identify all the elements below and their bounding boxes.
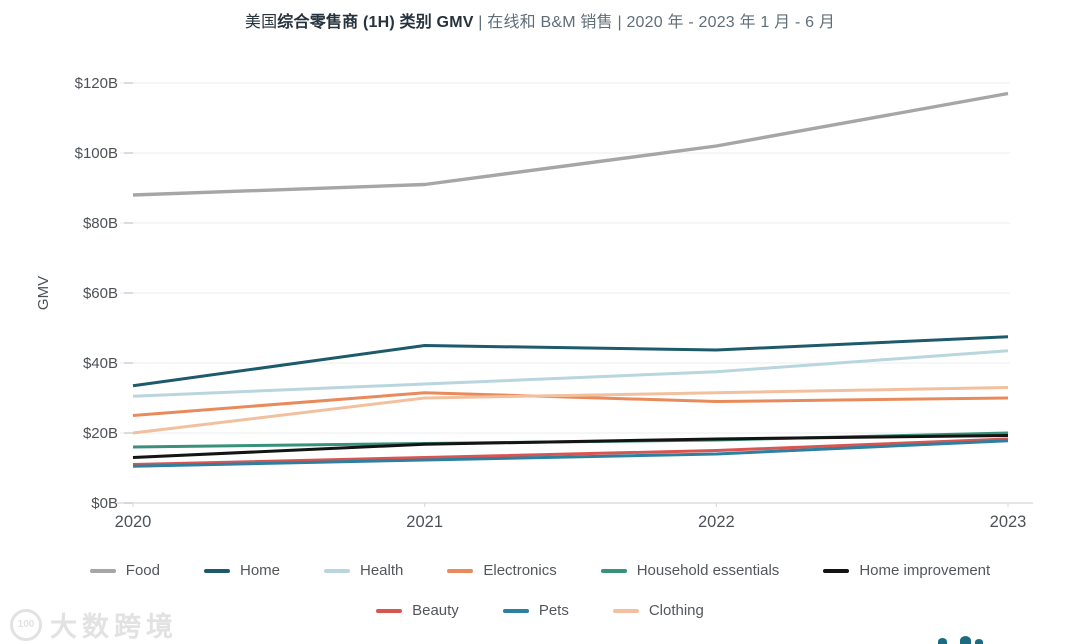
chart-title-bold: 综合零售商 (1H) 类别 GMV [277,14,474,31]
x-tick-label: 2022 [698,513,735,531]
chart-title-subtitle: | 在线和 B&M 销售 | 2020 年 - 2023 年 1 月 - 6 月 [473,14,836,31]
legend-item-home[interactable]: Home [203,562,280,579]
y-tick-label: $0B [91,495,118,512]
legend-label: Beauty [412,602,459,619]
y-tick-label: $20B [83,425,118,442]
y-tick-label: $100B [75,145,118,162]
legend-item-beauty[interactable]: Beauty [376,602,459,619]
legend-label: Pets [538,602,569,619]
legend-label: Home improvement [859,562,991,579]
legend-item-electronics[interactable]: Electronics [447,562,557,579]
legend-swatch-icon [612,608,639,613]
cropped-logo-dot [975,639,983,644]
legend-row: Beauty Pets Clothing [376,602,704,619]
y-tick-label: $40B [83,355,118,372]
x-tick-label: 2021 [406,513,443,531]
chart-title-prefix: 美国 [244,14,278,31]
series-line-home [132,335,1009,388]
legend-item-pets[interactable]: Pets [502,602,569,619]
legend-label: Clothing [648,602,704,619]
legend-item-clothing[interactable]: Clothing [612,602,704,619]
y-tick-label: $60B [83,285,118,302]
legend-swatch-icon [89,568,116,573]
cropped-logo-dot [938,638,947,644]
watermark-text: 大数跨境 [50,612,178,642]
legend-swatch-icon [376,608,403,613]
series-line-electronics [132,391,1009,417]
legend-item-health[interactable]: Health [324,562,403,579]
legend-label: Household essentials [636,562,780,579]
legend-swatch-icon [324,568,350,573]
legend-label: Food [125,562,160,579]
watermark: 100 大数跨境 [10,605,178,644]
y-tick-label: $120B [75,75,118,92]
series-line-health [132,349,1009,398]
legend-item-home-improvement[interactable]: Home improvement [823,562,990,579]
y-tick-label: $80B [83,215,118,232]
series-line-pets [132,439,1009,468]
legend-swatch-icon [447,568,474,573]
legend-swatch-icon [502,608,529,613]
chart-title: 美国综合零售商 (1H) 类别 GMV | 在线和 B&M 销售 | 2020 … [0,8,1080,32]
legend-swatch-icon [203,568,230,573]
legend-item-food[interactable]: Food [89,562,160,579]
series-line-home-improvement [132,433,1009,459]
y-axis-title: GMV [35,276,52,310]
legend-item-household-essentials[interactable]: Household essentials [600,562,780,579]
series-line-beauty [132,437,1009,466]
chart-legend: Food Home Health Electronics Household essen… [0,562,1080,619]
legend-row: Food Home Health Electronics Household essen… [89,562,990,579]
cropped-logo-dot [960,636,971,644]
watermark-logo-icon: 100 [10,608,42,641]
series-line-clothing [132,386,1009,435]
legend-label: Health [360,562,404,579]
legend-swatch-icon [823,568,850,573]
legend-label: Home [239,562,280,579]
legend-swatch-icon [600,568,627,573]
series-line-food [132,91,1009,197]
legend-label: Electronics [483,562,557,579]
x-tick-label: 2023 [990,513,1027,531]
x-tick-label: 2020 [115,513,152,531]
